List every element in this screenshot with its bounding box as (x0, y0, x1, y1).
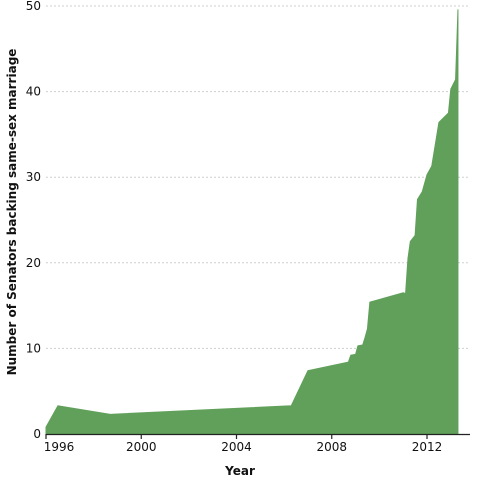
area-series (45, 9, 459, 435)
y-tick-label-10: 10 (26, 341, 41, 355)
y-tick-label-20: 20 (26, 256, 41, 270)
x-tick-label-2000: 2000 (126, 440, 157, 454)
x-tick-labels: 1996 2000 2004 2008 2012 (44, 434, 443, 454)
x-axis-title: Year (224, 464, 255, 478)
y-tick-label-30: 30 (26, 170, 41, 184)
y-tick-label-40: 40 (26, 85, 41, 99)
x-tick-label-2008: 2008 (316, 440, 347, 454)
y-tick-labels: 0 10 20 30 40 50 (26, 0, 41, 441)
x-tick-label-2004: 2004 (221, 440, 252, 454)
x-tick-label-1996: 1996 (44, 440, 75, 454)
y-tick-label-50: 50 (26, 0, 41, 13)
y-tick-label-0: 0 (33, 427, 41, 441)
y-axis-title: Number of Senators backing same-sex marr… (5, 49, 19, 376)
x-tick-label-2012: 2012 (412, 440, 443, 454)
